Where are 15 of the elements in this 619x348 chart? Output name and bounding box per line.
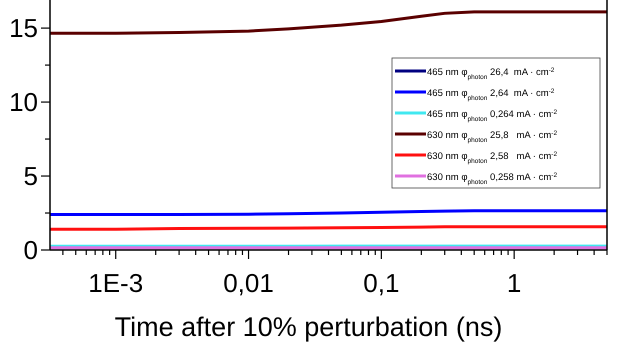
x-tick-label: 1E-3 xyxy=(88,268,144,298)
legend-label: 465 nm φ$_{photon}$ 2,64 mA · cm$^{-2}$ xyxy=(427,88,555,102)
legend-label: 630 nm φ$_{photon}$ 0,258 mA · cm$^{-2}$ xyxy=(427,172,558,186)
legend-label: 630 nm φ$_{photon}$ 25,8 mA · cm$^{-2}$ xyxy=(427,130,558,144)
y-tick-label: 15 xyxy=(9,13,38,44)
legend-label: 630 nm φ$_{photon}$ 2,58 mA · cm$^{-2}$ xyxy=(427,150,558,164)
legend-label: 465 nm φ$_{photon}$ 26,4 mA · cm$^{-2}$ xyxy=(427,66,555,80)
x-tick-label: 1 xyxy=(506,268,522,298)
x-axis-title: Time after 10% perturbation (ns) xyxy=(114,312,502,342)
y-tick-label: 5 xyxy=(24,161,38,192)
y-tick-label: 0 xyxy=(24,235,38,265)
x-tick-label: 0,1 xyxy=(363,268,400,298)
x-tick-label: 0,01 xyxy=(223,268,274,298)
legend-label: 465 nm φ$_{photon}$ 0,264 mA · cm$^{-2}$ xyxy=(427,108,558,122)
y-tick-label: 10 xyxy=(9,87,38,118)
